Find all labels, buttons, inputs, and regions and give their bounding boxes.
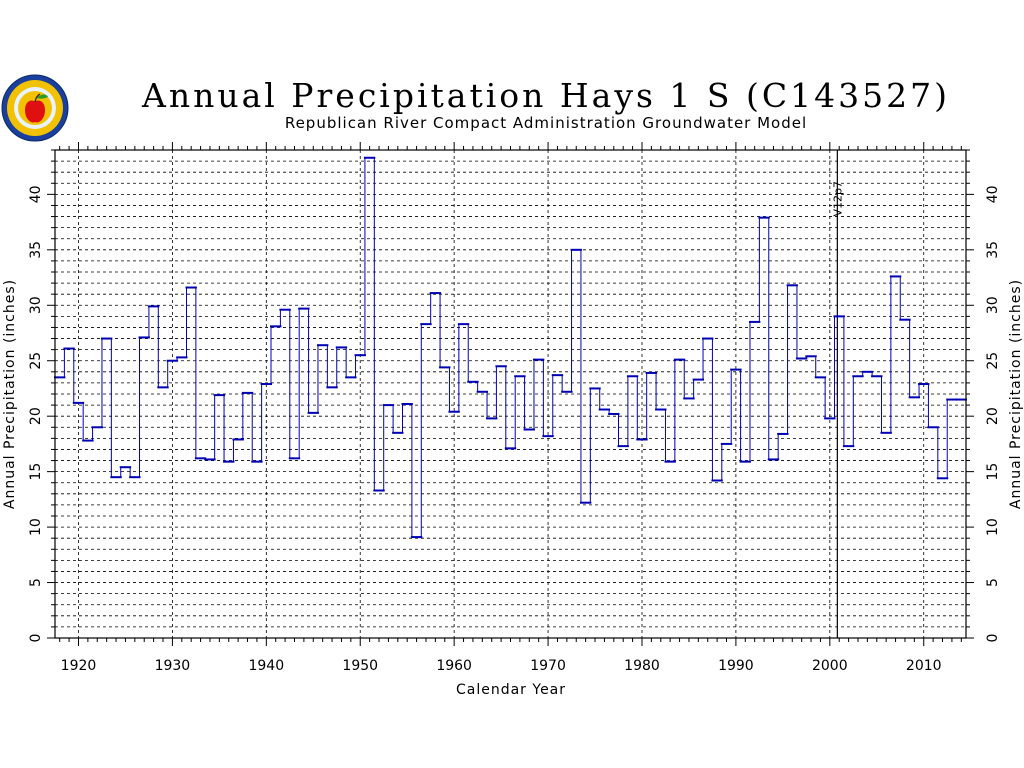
x-tick-label: 1950 xyxy=(342,658,378,674)
y-tick-label-right: 10 xyxy=(985,518,1001,536)
y-axis-label-left: Annual Precipitation (inches) xyxy=(2,279,18,509)
y-tick-label-right: 25 xyxy=(985,352,1001,370)
y-tick-label-left: 5 xyxy=(28,578,44,587)
y-tick-label-left: 15 xyxy=(28,463,44,481)
x-tick-label: 2000 xyxy=(812,658,848,674)
apple-logo-icon xyxy=(1,74,69,142)
axis-ticks xyxy=(47,142,974,646)
data-series xyxy=(54,156,967,539)
version-marker: V12p7 xyxy=(831,150,844,638)
y-tick-label-right: 20 xyxy=(985,407,1001,425)
y-tick-label-left: 25 xyxy=(28,352,44,370)
y-tick-label-left: 0 xyxy=(28,634,44,643)
y-tick-label-right: 0 xyxy=(985,634,1001,643)
chart-title: Annual Precipitation Hays 1 S (C143527) xyxy=(141,76,950,115)
x-tick-label: 1940 xyxy=(248,658,284,674)
x-tick-label: 1990 xyxy=(718,658,754,674)
x-tick-label: 1930 xyxy=(155,658,191,674)
y-axis-label-right: Annual Precipitation (inches) xyxy=(1008,279,1024,509)
tick-labels: 0 0 5 5 10 10 15 15 20 20 25 25 30 30 35 35 40 40 1920 1930… xyxy=(28,185,1001,674)
y-tick-label-left: 10 xyxy=(28,518,44,536)
y-tick-label-left: 20 xyxy=(28,407,44,425)
x-tick-label: 1920 xyxy=(61,658,97,674)
y-tick-label-right: 15 xyxy=(985,463,1001,481)
y-tick-label-right: 40 xyxy=(985,185,1001,203)
x-tick-label: 1960 xyxy=(436,658,472,674)
x-tick-label: 2010 xyxy=(906,658,942,674)
y-tick-label-right: 35 xyxy=(985,241,1001,259)
x-tick-label: 1970 xyxy=(530,658,566,674)
marker-label: V12p7 xyxy=(831,181,844,217)
chart-subtitle: Republican River Compact Administration … xyxy=(285,114,807,132)
x-tick-label: 1980 xyxy=(624,658,660,674)
y-tick-label-left: 30 xyxy=(28,296,44,314)
y-tick-label-right: 5 xyxy=(985,578,1001,587)
y-tick-label-left: 35 xyxy=(28,241,44,259)
y-tick-label-right: 30 xyxy=(985,296,1001,314)
y-tick-label-left: 40 xyxy=(28,185,44,203)
grid-lines xyxy=(55,150,966,638)
x-axis-label: Calendar Year xyxy=(456,682,566,698)
